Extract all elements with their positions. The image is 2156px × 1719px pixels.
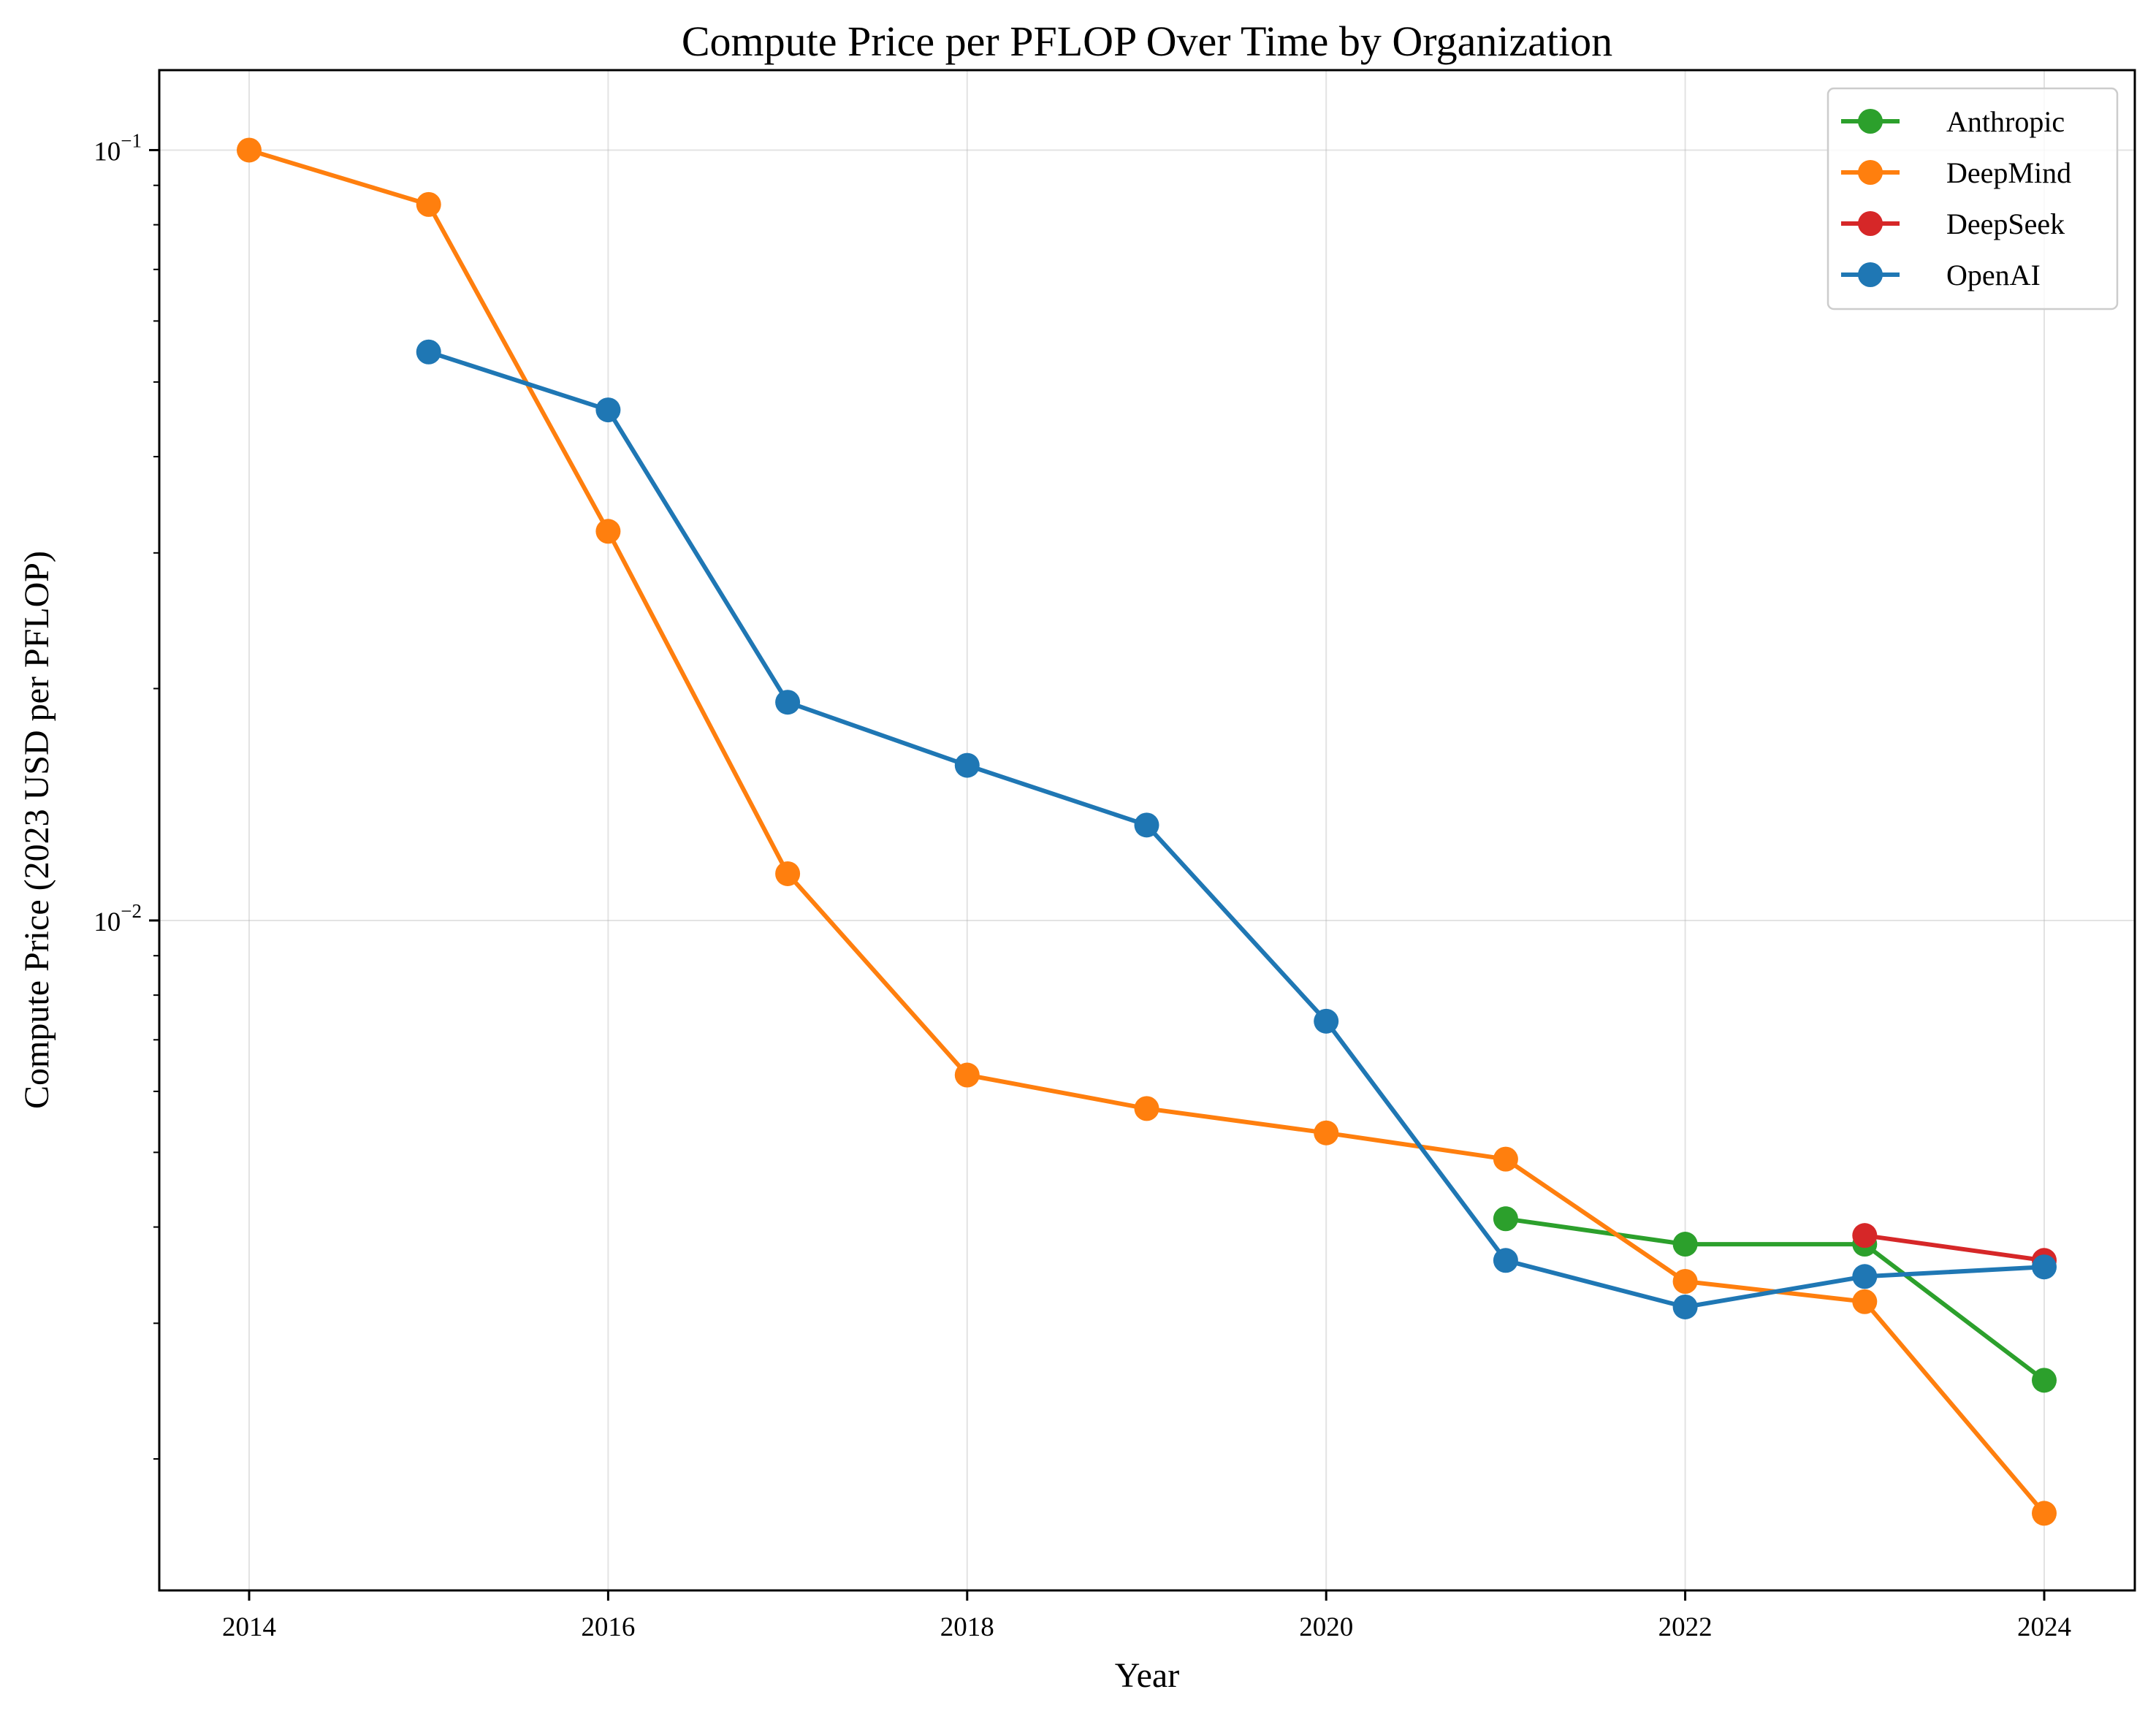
deepmind-point-2024	[2032, 1501, 2057, 1526]
openai-point-2020	[1314, 1008, 1339, 1034]
anthropic-point-2021	[1493, 1206, 1518, 1232]
x-tick-label-2020: 2020	[1299, 1612, 1353, 1642]
x-tick-label-2024: 2024	[2017, 1612, 2071, 1642]
deepmind-point-2020	[1314, 1120, 1339, 1146]
legend-item-deepseek: DeepSeek	[1841, 207, 2065, 240]
chart-title: Compute Price per PFLOP Over Time by Org…	[682, 18, 1612, 65]
x-tick-label-2022: 2022	[1658, 1612, 1713, 1642]
ticks: 2014 2016 2018 2020 2022 2024 10−1 10−2	[94, 129, 2071, 1642]
series-layer	[237, 137, 2057, 1526]
deepseek-point-2023	[1852, 1223, 1878, 1249]
y-axis-label: Compute Price (2023 USD per PFLOP)	[18, 551, 56, 1109]
openai-point-2022	[1672, 1294, 1698, 1319]
x-tick-label-2018: 2018	[940, 1612, 994, 1642]
x-axis-label: Year	[1115, 1656, 1179, 1695]
x-tick-label-2014: 2014	[222, 1612, 276, 1642]
legend-label-anthropic: Anthropic	[1946, 105, 2065, 138]
legend-items: Anthropic DeepMind DeepSeek OpenAI	[1841, 105, 2071, 291]
legend-marker-deepseek	[1858, 211, 1883, 236]
deepmind-point-2023	[1852, 1289, 1878, 1314]
series-openai	[416, 339, 2057, 1319]
openai-point-2018	[954, 752, 980, 778]
grid	[159, 70, 2135, 1590]
legend-box	[1826, 87, 2119, 310]
legend-label-deepmind: DeepMind	[1946, 156, 2071, 189]
deepmind-point-2021	[1493, 1146, 1518, 1172]
openai-point-2023	[1852, 1264, 1878, 1289]
x-tick-label-2016: 2016	[581, 1612, 635, 1642]
openai-line	[426, 349, 2046, 1309]
deepmind-point-2019	[1134, 1096, 1159, 1121]
openai-point-2015	[416, 339, 441, 365]
deepmind-point-2014	[237, 137, 262, 163]
openai-point-2017	[775, 690, 801, 715]
deepmind-point-2015	[416, 191, 441, 217]
y-tick-label: 10−2	[94, 900, 142, 937]
plot-frame	[158, 69, 2136, 1592]
anthropic-line	[1503, 1216, 2046, 1383]
legend-item-anthropic: Anthropic	[1841, 105, 2065, 138]
y-tick-label: 10−1	[94, 129, 142, 167]
anthropic-point-2022	[1672, 1232, 1698, 1257]
legend-item-deepmind: DeepMind	[1841, 156, 2071, 189]
openai-point-2019	[1134, 812, 1159, 838]
anthropic-point-2024	[2032, 1368, 2057, 1393]
deepseek-line	[1862, 1233, 2046, 1263]
openai-point-2021	[1493, 1248, 1518, 1273]
series-deepmind	[237, 137, 2057, 1526]
deepmind-point-2017	[775, 861, 801, 886]
legend-label-openai: OpenAI	[1946, 259, 2041, 291]
series-anthropic	[1493, 1206, 2057, 1393]
legend-marker-openai	[1858, 262, 1883, 287]
legend-label-deepseek: DeepSeek	[1946, 207, 2065, 240]
deepmind-point-2022	[1672, 1268, 1698, 1294]
legend-marker-anthropic	[1858, 109, 1883, 134]
legend-marker-deepmind	[1858, 160, 1883, 185]
deepmind-point-2016	[595, 519, 621, 544]
openai-point-2016	[595, 397, 621, 423]
openai-point-2024	[2032, 1254, 2057, 1280]
legend-item-openai: OpenAI	[1841, 259, 2041, 291]
deepmind-point-2018	[954, 1062, 980, 1088]
legend: Anthropic DeepMind DeepSeek OpenAI	[1826, 87, 2119, 310]
